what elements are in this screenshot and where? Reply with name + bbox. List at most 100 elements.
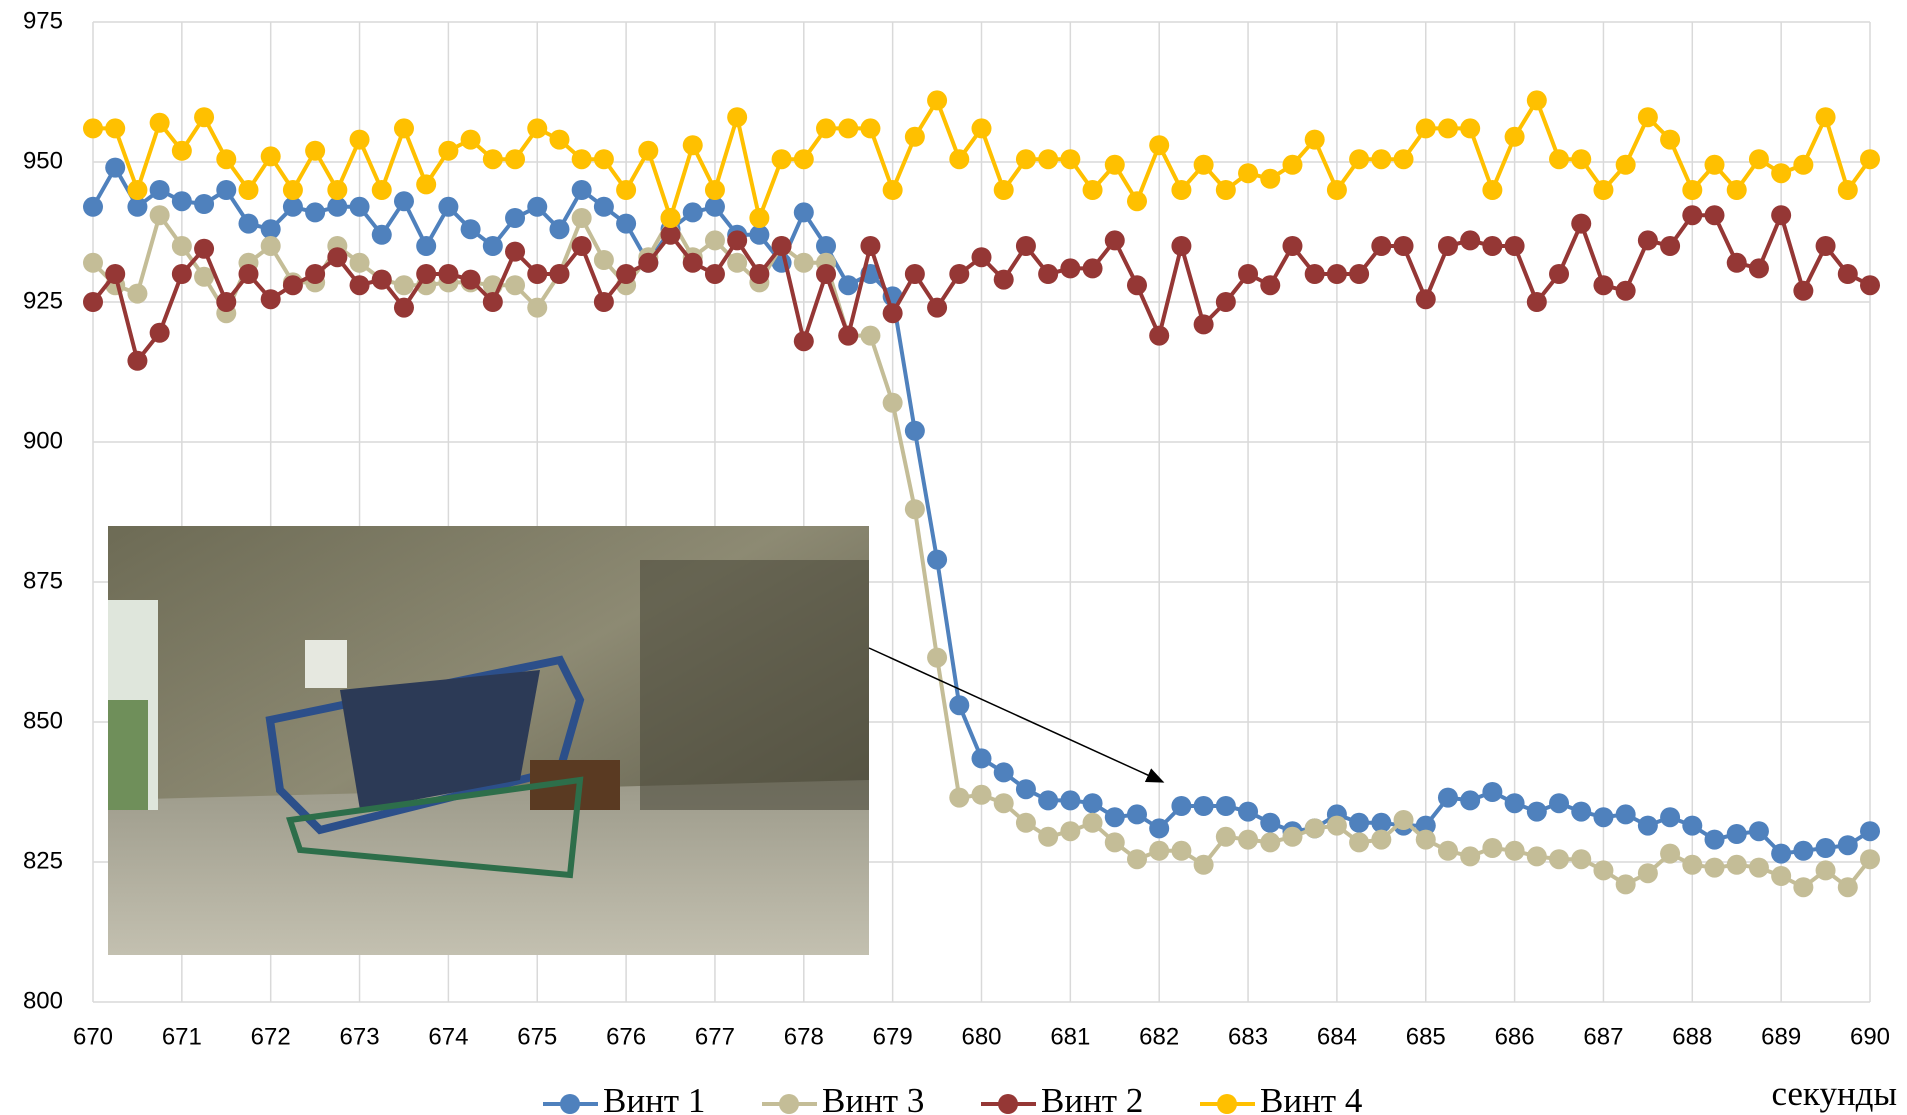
point [1083,813,1103,833]
point [1371,236,1391,256]
point [883,303,903,323]
point [216,149,236,169]
x-tick-label: 672 [251,1023,291,1050]
point [883,393,903,413]
point [794,331,814,351]
point [1749,821,1769,841]
point [816,264,836,284]
point [105,158,125,178]
point [683,135,703,155]
point [1593,807,1613,827]
point [794,253,814,273]
point [572,180,592,200]
x-tick-label: 689 [1761,1023,1801,1050]
point [216,292,236,312]
point [1038,264,1058,284]
point [727,253,747,273]
point [1149,818,1169,838]
point [261,146,281,166]
point [905,421,925,441]
point [994,180,1014,200]
point [1038,827,1058,847]
x-tick-label: 673 [340,1023,380,1050]
point [1593,860,1613,880]
point [661,208,681,228]
point [1860,821,1880,841]
point [927,90,947,110]
point [927,298,947,318]
point [527,197,547,217]
point [1549,264,1569,284]
point [1016,236,1036,256]
arrow [869,648,1163,782]
point [1016,149,1036,169]
point [1571,802,1591,822]
y-tick-label: 900 [23,427,63,454]
point [505,275,525,295]
point [972,247,992,267]
point [172,264,192,284]
point [1482,782,1502,802]
point [394,275,414,295]
point [905,264,925,284]
point [1593,180,1613,200]
point [1349,264,1369,284]
point [1349,813,1369,833]
point [1705,155,1725,175]
point [1505,127,1525,147]
x-tick-label: 690 [1850,1023,1890,1050]
point [505,208,525,228]
point [1682,180,1702,200]
point [1060,258,1080,278]
point [883,180,903,200]
point [1438,788,1458,808]
point [438,264,458,284]
point [1727,253,1747,273]
point [1416,289,1436,309]
point [394,118,414,138]
point [1749,258,1769,278]
point [1816,236,1836,256]
point [527,264,547,284]
y-tick-label: 925 [23,287,63,314]
point [1149,326,1169,346]
point [1527,846,1547,866]
point [150,323,170,343]
point [1727,855,1747,875]
point [1571,849,1591,869]
point [1083,180,1103,200]
legend-marker [1217,1094,1237,1114]
point [549,264,569,284]
point [105,264,125,284]
x-tick-label: 675 [517,1023,557,1050]
y-tick-label: 950 [23,147,63,174]
point [1194,155,1214,175]
x-tick-label: 685 [1406,1023,1446,1050]
point [1305,264,1325,284]
point [1216,796,1236,816]
x-tick-label: 687 [1583,1023,1623,1050]
point [1460,846,1480,866]
point [150,180,170,200]
point [372,270,392,290]
point [105,118,125,138]
point [1416,830,1436,850]
point [305,264,325,284]
point [1438,118,1458,138]
point [927,648,947,668]
point [1793,155,1813,175]
x-tick-label: 681 [1050,1023,1090,1050]
point [1527,292,1547,312]
point [83,292,103,312]
point [438,197,458,217]
point [1127,849,1147,869]
point [927,550,947,570]
point [1216,180,1236,200]
y-tick-label: 800 [23,987,63,1014]
point [1705,830,1725,850]
point [527,118,547,138]
point [1482,180,1502,200]
point [749,264,769,284]
point [1793,877,1813,897]
point [1527,802,1547,822]
